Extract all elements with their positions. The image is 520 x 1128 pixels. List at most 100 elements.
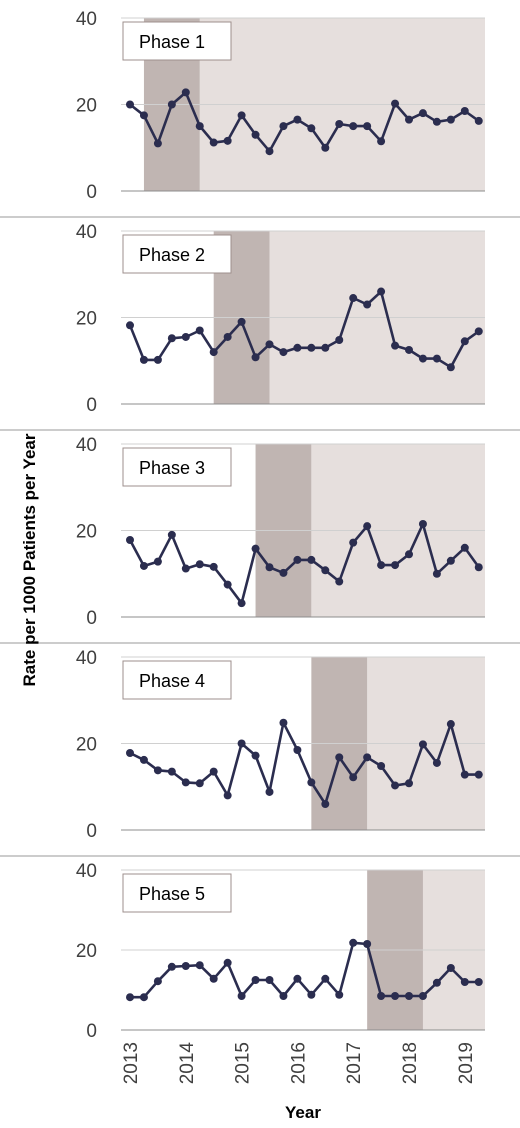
data-point — [153, 557, 162, 566]
data-point — [363, 522, 372, 531]
data-point — [293, 555, 302, 564]
x-tick-label: 2017 — [344, 1042, 365, 1084]
data-point — [279, 348, 288, 357]
data-point — [139, 993, 148, 1002]
data-point — [209, 562, 218, 571]
data-point — [251, 130, 260, 139]
phase-label-box — [122, 21, 232, 61]
data-point — [405, 992, 413, 1000]
data-point — [195, 779, 204, 788]
data-point — [474, 770, 483, 779]
data-point — [167, 767, 176, 776]
data-point — [474, 327, 483, 336]
data-point — [279, 992, 288, 1000]
data-point — [335, 577, 344, 586]
panel-4: 0 20 40 Phase 4 — [0, 642, 520, 842]
data-point — [446, 720, 455, 729]
data-point — [167, 100, 176, 109]
data-point — [460, 978, 469, 986]
data-point — [167, 334, 176, 343]
data-point — [446, 115, 455, 124]
data-point — [237, 992, 246, 1000]
data-point — [349, 938, 358, 947]
data-point — [237, 317, 246, 326]
data-point — [335, 753, 344, 762]
data-point — [139, 755, 148, 764]
data-point — [251, 353, 260, 362]
data-point — [126, 749, 134, 758]
y-tick-label: 0 — [86, 395, 97, 416]
data-point — [335, 335, 344, 344]
data-point — [126, 321, 134, 330]
y-tick-label: 20 — [76, 309, 97, 330]
data-point — [251, 976, 260, 984]
x-tick-label: 2016 — [288, 1042, 309, 1084]
data-point — [446, 964, 455, 972]
data-point — [432, 354, 441, 363]
x-axis: 2013 2014 2015 2016 2017 2018 2019 — [121, 1042, 477, 1085]
data-point — [377, 761, 386, 770]
data-point — [391, 992, 400, 1000]
data-point — [391, 341, 400, 350]
y-tick-label: 0 — [86, 1021, 97, 1042]
phase-label: Phase 3 — [139, 458, 205, 478]
data-point — [460, 543, 469, 552]
phase-label: Phase 5 — [139, 884, 205, 904]
panel-2: 0 20 40 Phase 2 — [0, 216, 520, 416]
data-point — [223, 332, 232, 341]
y-tick-label: 40 — [76, 861, 97, 882]
y-tick-label: 40 — [76, 648, 97, 669]
y-tick-label: 20 — [76, 522, 97, 543]
data-point — [293, 745, 302, 754]
data-point — [377, 561, 386, 570]
data-point — [279, 122, 288, 131]
data-point — [153, 766, 162, 775]
data-point — [321, 800, 330, 809]
data-point — [474, 563, 483, 572]
data-point — [195, 961, 204, 970]
data-point — [209, 138, 218, 147]
data-point — [223, 958, 232, 967]
data-point — [307, 343, 316, 352]
data-point — [293, 115, 302, 124]
data-point — [251, 751, 260, 760]
panel-5: 0 20 40 Phase 5 — [0, 855, 520, 1042]
x-tick-label: 2019 — [456, 1042, 477, 1084]
data-point — [363, 940, 372, 948]
data-point — [432, 569, 441, 578]
data-point — [293, 974, 302, 983]
x-axis-label: Year — [285, 1103, 321, 1122]
x-tick-label: 2014 — [177, 1042, 198, 1085]
data-point — [349, 773, 358, 782]
data-point — [363, 753, 372, 762]
data-point — [181, 564, 190, 573]
data-point — [181, 962, 190, 970]
y-tick-label: 20 — [76, 735, 97, 756]
data-point — [335, 990, 344, 999]
data-point — [209, 348, 218, 357]
data-point — [446, 556, 455, 565]
data-point — [363, 122, 372, 131]
data-point — [251, 544, 260, 553]
data-point — [167, 530, 176, 539]
data-point — [391, 99, 400, 108]
data-point — [432, 117, 441, 126]
data-point — [139, 111, 148, 120]
y-tick-label: 0 — [86, 608, 97, 629]
phase-label: Phase 2 — [139, 245, 205, 265]
data-point — [223, 791, 232, 800]
data-point — [167, 962, 176, 971]
data-point — [432, 758, 441, 767]
y-axis-label: Rate per 1000 Patients per Year — [20, 433, 39, 686]
data-point — [195, 122, 204, 131]
phase-label: Phase 4 — [139, 671, 205, 691]
data-point — [153, 139, 162, 148]
chart-panels: 0 20 40 Phase 1 0 20 40 Phase 2 0 20 40 Phase 3 0 20 4… — [0, 9, 520, 1042]
data-point — [321, 974, 330, 983]
phase-label-box — [122, 660, 232, 700]
data-point — [349, 122, 358, 131]
data-point — [349, 538, 358, 547]
data-point — [265, 787, 274, 796]
data-point — [139, 561, 148, 570]
